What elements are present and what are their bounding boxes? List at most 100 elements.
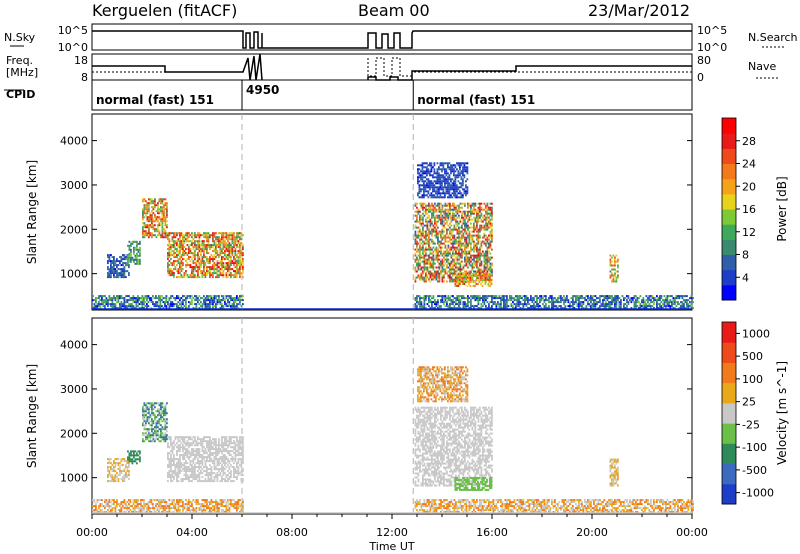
velocity-cell: [142, 410, 144, 413]
power-cell: [684, 295, 687, 298]
power-cell: [486, 210, 489, 213]
power-cell: [419, 297, 421, 300]
power-cell: [614, 303, 616, 306]
power-cell: [439, 168, 442, 171]
velocity-cell: [128, 452, 131, 455]
power-cell: [206, 234, 208, 237]
power-cell: [192, 262, 195, 265]
power-cell: [615, 278, 618, 281]
power-cell: [414, 238, 417, 241]
power-cell: [420, 274, 423, 277]
power-cell: [444, 254, 447, 257]
power-cell: [456, 224, 459, 227]
power-cell: [212, 236, 214, 239]
power-cell: [195, 305, 198, 308]
power-cell: [642, 307, 645, 310]
power-cell: [210, 295, 213, 298]
power-cell: [225, 274, 228, 277]
velocity-cell: [114, 462, 117, 465]
power-cell: [461, 238, 463, 241]
power-cell: [666, 297, 669, 300]
velocity-cell: [107, 476, 109, 479]
power-cell: [161, 299, 163, 302]
power-cell: [457, 172, 460, 175]
power-cell: [450, 262, 453, 265]
velocity-cell: [158, 422, 161, 425]
power-cell: [420, 268, 423, 271]
power-cell: [483, 301, 486, 304]
power-cell: [591, 303, 594, 306]
power-cell: [151, 232, 153, 235]
power-cell: [425, 274, 427, 277]
power-cell: [148, 236, 150, 239]
velocity-cell: [110, 468, 112, 471]
power-cell: [128, 254, 131, 257]
power-cell: [491, 210, 493, 213]
noise-left-tick-bottom: 10^0: [58, 41, 88, 54]
power-cell: [491, 307, 493, 310]
power-cell: [450, 184, 452, 187]
power-cell: [573, 307, 576, 310]
power-cell: [447, 162, 449, 165]
power-cell: [474, 210, 477, 213]
velocity-cell: [107, 468, 109, 471]
power-cell: [152, 212, 155, 215]
power-cell: [466, 186, 469, 189]
power-cell: [159, 305, 162, 308]
power-cell: [191, 303, 193, 306]
power-cell: [120, 264, 123, 267]
power-cell: [416, 244, 418, 247]
power-cell: [441, 242, 444, 245]
power-cell: [689, 305, 691, 308]
power-cell: [515, 307, 517, 310]
power-cell: [428, 204, 430, 207]
power-cell: [151, 234, 153, 237]
power-cell: [128, 260, 131, 263]
power-cell: [627, 297, 630, 300]
power-cell: [195, 297, 198, 300]
power-cell: [606, 295, 609, 298]
power-cell: [639, 295, 642, 298]
power-cell: [441, 208, 444, 211]
power-cell: [224, 240, 226, 243]
power-cell: [663, 303, 666, 306]
power-cell: [462, 180, 464, 183]
power-cell: [612, 278, 615, 281]
power-cell: [467, 252, 469, 255]
power-cell: [117, 297, 120, 300]
power-cell: [144, 305, 147, 308]
power-cell: [123, 305, 126, 308]
velocity-cell: [139, 450, 141, 453]
power-cell: [597, 307, 600, 310]
power-cell: [422, 270, 424, 273]
power-cell: [465, 194, 467, 197]
power-cell: [450, 196, 452, 199]
velocity-cell: [143, 402, 146, 405]
power-cell: [431, 274, 433, 277]
power-cell: [164, 202, 167, 205]
power-cell: [490, 275, 493, 277]
power-cell: [479, 236, 481, 239]
power-cell: [180, 262, 183, 265]
power-cell: [443, 276, 445, 279]
velocity-cell: [163, 420, 165, 423]
velocity-cell: [149, 440, 152, 443]
velocity-cell: [167, 436, 169, 439]
power-cell: [510, 297, 513, 300]
power-cell: [444, 236, 447, 239]
power-cell: [179, 299, 181, 302]
power-cell: [414, 220, 417, 223]
power-cell: [477, 228, 480, 231]
power-cell: [204, 272, 207, 275]
power-cell: [170, 254, 172, 257]
velocity-cell: [179, 436, 181, 439]
power-cell: [126, 305, 129, 308]
power-cell: [441, 174, 443, 177]
velocity-cell: [117, 458, 120, 461]
power-cell: [419, 295, 421, 298]
power-cell: [501, 307, 504, 310]
velocity-cell: [164, 436, 167, 439]
power-cell: [161, 224, 164, 227]
power-cell: [454, 196, 457, 199]
power-cell: [446, 256, 448, 259]
